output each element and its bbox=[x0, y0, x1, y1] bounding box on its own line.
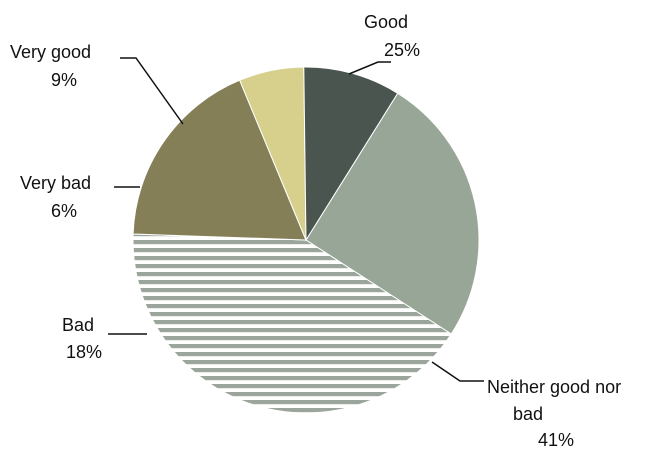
pie-slice-very-good bbox=[303, 66, 399, 242]
pie-slice-neither-good-nor-bad bbox=[132, 233, 452, 414]
leader-line-very-good bbox=[120, 57, 184, 125]
pie-slice-bad bbox=[132, 79, 307, 241]
category-label-very-bad-0: Very bad bbox=[20, 173, 91, 193]
leader-line-good bbox=[348, 61, 391, 75]
slices-layer bbox=[132, 66, 480, 414]
category-label-very-good-0: Very good bbox=[10, 42, 91, 62]
category-label-neither-good-nor-bad-1: bad bbox=[513, 404, 543, 424]
value-label-good: 25% bbox=[384, 40, 420, 60]
value-label-very-bad: 6% bbox=[51, 201, 77, 221]
value-label-very-good: 9% bbox=[51, 70, 77, 90]
category-label-good-0: Good bbox=[364, 12, 408, 32]
leader-line-neither-good-nor-bad bbox=[431, 361, 484, 382]
value-label-bad: 18% bbox=[66, 342, 102, 362]
category-label-bad-0: Bad bbox=[62, 315, 94, 335]
labels-layer: Good 25% Neither good nor bad 41% Bad 18% Very … bbox=[10, 12, 621, 450]
value-label-neither-good-nor-bad: 41% bbox=[538, 430, 574, 450]
leader-lines-layer bbox=[108, 57, 484, 382]
pie-slice-good bbox=[305, 92, 480, 335]
category-label-neither-good-nor-bad-0: Neither good nor bbox=[487, 377, 621, 397]
